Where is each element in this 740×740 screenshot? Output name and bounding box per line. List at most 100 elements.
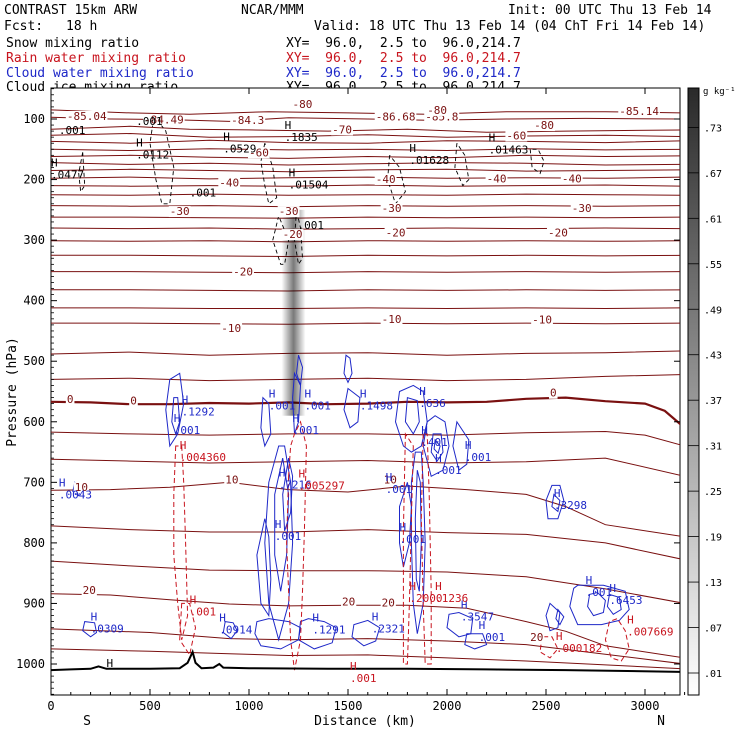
snow-contours: [78, 115, 545, 266]
isotherm-label: -20: [283, 228, 303, 241]
isotherm-line: [51, 240, 680, 243]
cloud-water-max-marker: H: [91, 611, 98, 624]
isotherm-line: [51, 125, 680, 133]
isotherm-label-bg: [143, 114, 185, 126]
cloud-water-contour: [343, 354, 353, 384]
isotherm-line: [51, 162, 680, 166]
isotherm-label: -84.3: [231, 114, 264, 127]
cloud-water-max-marker: H: [609, 582, 616, 595]
colorbar-tick-label: .55: [704, 260, 722, 271]
colorbar-tick-label: .07: [704, 624, 722, 635]
isotherm-line: [51, 139, 680, 144]
isotherm-label-bg: [224, 474, 240, 486]
isotherm-line: [51, 525, 680, 560]
cloud-water-max-label: .0043: [59, 489, 92, 502]
cloud-water-contour: [297, 618, 337, 650]
rain-max-marker: H: [190, 594, 197, 607]
y-tick-label: 700: [23, 475, 45, 489]
isotherm-label: -20: [386, 226, 406, 239]
x-tick-label: 1000: [235, 699, 264, 713]
cloud-water-contour: [555, 608, 565, 626]
cloud-water-contour: [351, 619, 381, 647]
cloud-water-max-label: .001: [586, 586, 613, 599]
cloud-water-max-label: .3547: [461, 610, 494, 623]
cloud-water-contour: [422, 415, 450, 478]
colorbar-tick-label: .49: [704, 305, 722, 316]
rain-max-marker: H: [350, 660, 357, 673]
cloud-water-max-marker: H: [586, 574, 593, 587]
isotherm-label-bg: [382, 474, 398, 486]
isotherm-line: [51, 193, 680, 196]
cloud-water-max-marker: H: [304, 388, 311, 401]
cloud-water-contour: [274, 457, 290, 592]
isotherm-label: 20: [342, 596, 355, 609]
isotherm-label-bg: [560, 173, 583, 185]
cloud-water-max-label: .401: [421, 436, 448, 449]
x-tick-label: 2500: [532, 699, 561, 713]
isotherm-label: -86.68: [376, 111, 416, 124]
isotherm-line: [51, 322, 680, 325]
isotherm-label-bg: [424, 111, 460, 123]
isotherm-label: -85.14: [619, 105, 659, 118]
cloud-water-max-marker: H: [399, 521, 406, 534]
legend-cloud-xy: XY= 96.0, 2.5 to 96.0,214.7: [286, 66, 521, 81]
isotherm-label-bg: [81, 585, 97, 597]
isotherm-line: [51, 116, 680, 122]
isotherm-label-bg: [65, 393, 75, 405]
snow-max-label: .0529: [223, 142, 256, 155]
rain-max-marker: H: [627, 614, 634, 627]
isotherm-line: [51, 481, 680, 537]
isotherm-line: [51, 254, 680, 258]
rain-max-marker: H: [556, 630, 563, 643]
isotherm-label-bg: [374, 173, 397, 185]
cloud-water-max-label: .001: [386, 483, 413, 496]
cloud-water-max-marker: H: [279, 466, 286, 479]
legend-cloud-name: Cloud water mixing ratio: [6, 66, 194, 81]
colorbar-tick-label: .01: [704, 669, 722, 680]
header-fcst-value: 18 h: [66, 19, 98, 34]
rain-max-label: .007669: [627, 626, 673, 639]
snow-contour: [78, 152, 86, 193]
isotherm-line: [51, 154, 680, 159]
isotherm-label-bg: [618, 106, 660, 118]
y-tick-label: 400: [23, 294, 45, 308]
snow-contour: [529, 148, 545, 175]
rain-contours: [173, 420, 630, 671]
colorbar-tick-label: .61: [704, 214, 722, 225]
isotherm-label-bg: [546, 227, 569, 239]
axis-end-label-south: S: [83, 714, 91, 729]
y-tick-label: 900: [23, 596, 45, 610]
rain-contour: [179, 602, 197, 657]
isotherm-label-bg: [65, 111, 108, 122]
axis-end-label-north: N: [657, 714, 665, 729]
isotherm-label-bg: [168, 206, 191, 218]
cloud-water-max-label: .001: [465, 451, 492, 464]
rain-max-label: .000182: [556, 642, 602, 655]
cloud-water-contour: [551, 493, 561, 513]
rain-max-label: .005297: [299, 480, 345, 493]
snow-max-marker: H: [409, 142, 416, 155]
colorbar-unit: g kg⁻¹: [703, 87, 736, 97]
isotherm-line: [51, 628, 680, 664]
isotherm-label-bg: [570, 203, 593, 215]
axes: 0 500 1000 1500 2000 2500 30001002003004005006…: [5, 88, 686, 729]
rain-max-label: .1236: [435, 592, 468, 605]
contour-labels: -85.04 -84.49 -84.3 -86.68 -85.8 -85.14-80 -80…: [51, 98, 674, 685]
isotherm-label: -40: [562, 172, 582, 185]
snow-max-label: .1835: [285, 131, 318, 144]
isotherm-line: [51, 648, 680, 670]
isotherm-label-bg: [331, 124, 353, 136]
cloud-water-contour: [569, 584, 630, 626]
isotherm-line: [51, 184, 680, 187]
cloud-water-contour: [606, 593, 622, 615]
isotherm-label: 10: [225, 473, 238, 486]
isotherm-line: [51, 350, 680, 356]
cloud-water-contour: [343, 387, 361, 429]
cloud-water-max-marker: H: [182, 394, 189, 407]
snow-max-marker: H: [289, 167, 296, 180]
cloud-water-max-label: .1498: [360, 400, 393, 413]
cloud-water-contour: [404, 396, 420, 435]
cloud-water-max-marker: H: [219, 612, 226, 625]
isotherm-label-bg: [384, 227, 407, 239]
isotherm-label-bg: [73, 482, 89, 494]
